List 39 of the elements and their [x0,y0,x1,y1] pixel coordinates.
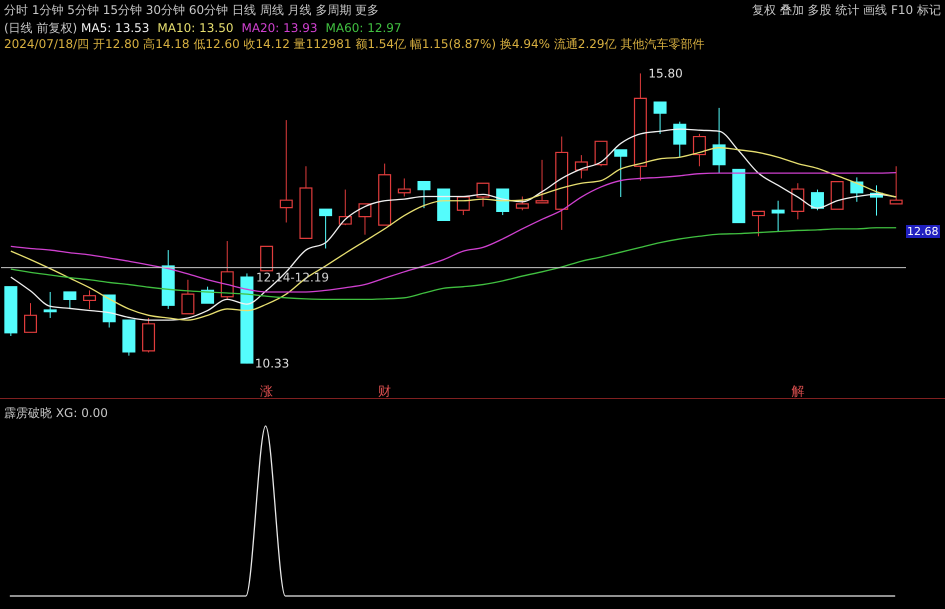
candlestick [890,166,903,205]
candlestick [614,149,628,198]
x-tick-label: 解 [791,384,804,400]
candlestick [594,140,608,167]
candlestick [673,121,686,158]
candlestick [536,159,549,204]
candlestick [850,176,864,202]
text: 2024/07/18/四 开12.80 高14.18 低12.60 收14.12 量112981 额1.54亿 幅1.15(8.87%) 换4.94% 流通2.29亿 其他汽车零部件 [4,36,704,53]
candlestick [476,182,490,208]
candlestick [44,291,57,318]
candlestick [772,200,785,232]
text: MA5: 13.53 [81,21,150,35]
annotation: 10.33 [254,356,290,371]
text: MA60: 12.97 [326,21,402,35]
candlestick [83,290,96,310]
candlestick [417,181,430,209]
text: (日线 前复权) [4,21,78,35]
candlestick [654,101,667,134]
candlestick [181,279,194,314]
text: 复权 叠加 多股 统计 画线 F10 标记 [752,2,941,19]
text: MA20: 13.93 [241,21,318,35]
chart-title: 霹雳破晓 XG: 0.00 [4,405,108,422]
candlestick [398,178,411,197]
text: MA10: 13.50 [157,21,234,35]
text: 12.68 [906,225,940,238]
candlestick [752,210,765,237]
candlestick [63,291,76,310]
candlestick [516,196,529,211]
x-tick-label: 财 [378,384,392,400]
text: 分时 1分钟 5分钟 15分钟 30分钟 60分钟 日线 周线 月线 多周期 更多 [4,2,380,19]
annotation: 15.80 [648,66,683,80]
candlestick [791,182,804,220]
candlestick [280,120,293,223]
x-tick-label: 涨 [260,384,274,400]
candlestick [692,133,706,167]
candlestick [24,302,38,333]
candlestick [712,107,726,174]
candlestick [810,189,824,211]
candlestick [319,208,332,249]
